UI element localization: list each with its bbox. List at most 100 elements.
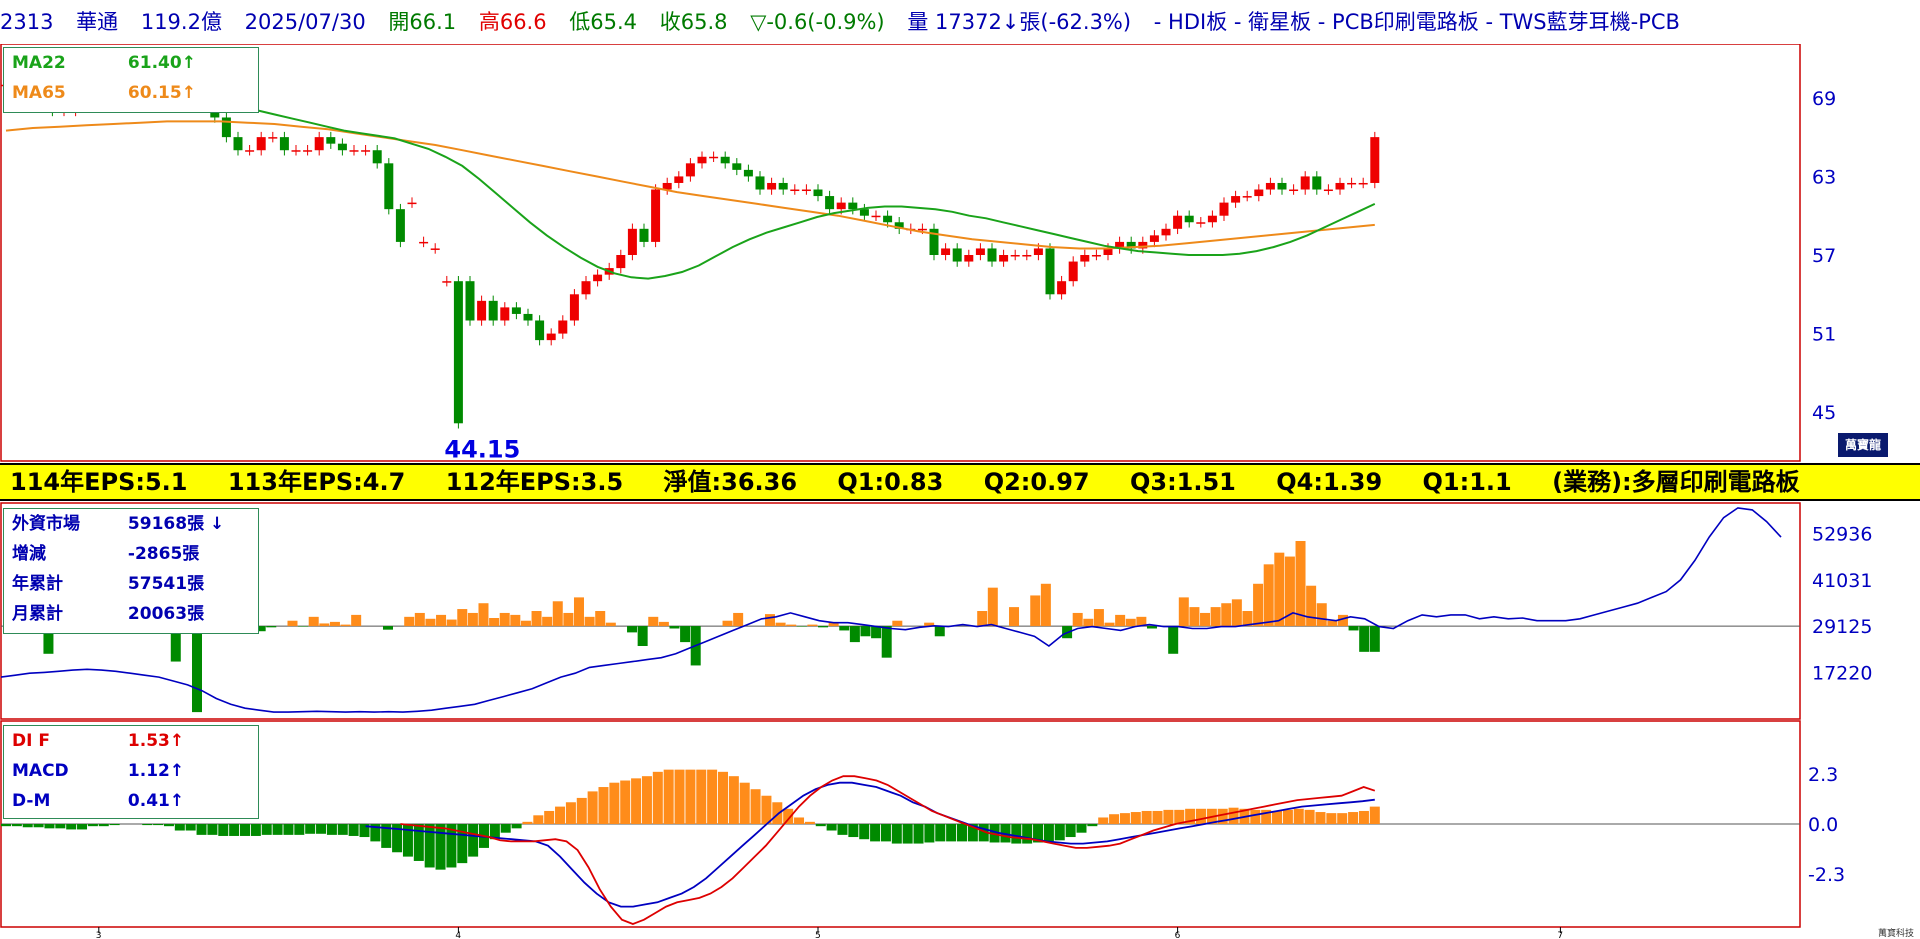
candle bbox=[593, 274, 603, 282]
macd-bar bbox=[185, 824, 196, 831]
foreign-bar bbox=[987, 587, 998, 627]
foreign-bar bbox=[1104, 622, 1115, 627]
candle bbox=[384, 163, 394, 210]
price-axis: 69 63 57 51 45 bbox=[1812, 88, 1836, 424]
foreign-market-value: 59168張 ↓ bbox=[127, 514, 225, 534]
x-axis: 3 4 5 6 7 bbox=[96, 927, 1563, 939]
foreign-bar bbox=[1178, 597, 1189, 627]
macd-bar bbox=[913, 824, 924, 844]
candle bbox=[569, 294, 579, 321]
foreign-change-label: 增減 bbox=[12, 544, 46, 564]
foreign-bar bbox=[1200, 612, 1211, 627]
macd-bar bbox=[218, 824, 229, 836]
foreign-bar bbox=[351, 614, 362, 627]
candle bbox=[952, 248, 962, 262]
foreign-bar bbox=[467, 612, 478, 627]
macd-bar bbox=[381, 824, 392, 848]
foreign-bar bbox=[1221, 603, 1232, 627]
macd-bar bbox=[533, 815, 544, 824]
macd-bar bbox=[652, 771, 663, 824]
foreign-bar bbox=[1242, 611, 1253, 627]
foreign-panel bbox=[0, 502, 1801, 720]
macd-bar bbox=[250, 824, 261, 836]
macd-bar bbox=[750, 789, 761, 824]
foreign-bar bbox=[605, 622, 616, 627]
candle bbox=[1010, 255, 1020, 257]
macd-bar bbox=[772, 802, 783, 824]
ma65-row: MA65 60.15↑ bbox=[4, 78, 258, 108]
foreign-tick-52936: 52936 bbox=[1812, 523, 1872, 545]
foreign-bar bbox=[1327, 620, 1338, 627]
candle bbox=[627, 228, 637, 255]
ma65-label: MA65 bbox=[12, 83, 66, 103]
macd-bar bbox=[1326, 813, 1337, 824]
net-value: 淨值:36.36 bbox=[663, 468, 798, 496]
macd-bar bbox=[11, 824, 22, 827]
candle bbox=[1370, 137, 1380, 183]
macd-bar bbox=[66, 824, 77, 830]
foreign-axis: 52936 41031 29125 17220 bbox=[1812, 523, 1872, 684]
candle bbox=[1335, 182, 1345, 190]
candle bbox=[1300, 176, 1310, 190]
macd-bar bbox=[44, 824, 55, 829]
macd-bar bbox=[620, 780, 631, 824]
foreign-change-value: -2865張 bbox=[127, 544, 200, 564]
macd-bar bbox=[174, 824, 185, 831]
foreign-bar bbox=[1337, 614, 1348, 627]
candle bbox=[1173, 215, 1183, 229]
foreign-bar bbox=[1231, 599, 1242, 627]
foreign-bar bbox=[478, 603, 489, 627]
foreign-bar bbox=[786, 624, 797, 627]
foreign-bar bbox=[871, 626, 882, 639]
x-tick-label: 5 bbox=[815, 931, 821, 939]
candle bbox=[256, 137, 266, 151]
macd-bar bbox=[837, 824, 848, 835]
macd-bar bbox=[1282, 809, 1293, 824]
macd-bar bbox=[1250, 809, 1261, 824]
macd-bar bbox=[1, 824, 11, 827]
macd-bar bbox=[1228, 807, 1239, 824]
foreign-bar bbox=[552, 601, 563, 627]
candle bbox=[767, 182, 777, 190]
macd-bar bbox=[1033, 824, 1044, 843]
candle bbox=[1265, 182, 1275, 190]
foreign-month-label: 月累計 bbox=[12, 604, 63, 624]
macd-bar bbox=[1163, 809, 1174, 824]
candle bbox=[941, 248, 951, 255]
foreign-tick-29125: 29125 bbox=[1812, 616, 1872, 638]
foreign-bar bbox=[839, 626, 850, 631]
foreign-bar bbox=[627, 626, 638, 633]
foreign-row-change: 增減 -2865張 bbox=[4, 539, 258, 569]
foreign-bar bbox=[542, 616, 553, 627]
foreign-bar bbox=[382, 626, 393, 630]
macd-bar bbox=[468, 824, 479, 857]
macd-bar bbox=[1119, 813, 1130, 824]
candle bbox=[929, 228, 939, 255]
macd-bar bbox=[424, 824, 435, 868]
candle bbox=[743, 169, 753, 177]
foreign-bar bbox=[637, 626, 648, 646]
foreign-tick-17220: 17220 bbox=[1812, 662, 1872, 684]
foreign-bar bbox=[733, 612, 744, 627]
foreign-bar bbox=[849, 626, 860, 643]
macd-value: 1.12↑ bbox=[127, 761, 185, 781]
macd-bar bbox=[1315, 812, 1326, 824]
foreign-bar bbox=[1274, 552, 1285, 627]
foreign-bar bbox=[255, 626, 266, 632]
close-price: 收65.8 bbox=[659, 10, 728, 34]
macd-bar bbox=[707, 769, 718, 824]
foreign-bar bbox=[892, 620, 903, 627]
candle bbox=[848, 202, 858, 210]
foreign-bar bbox=[680, 626, 691, 643]
macd-bar bbox=[587, 791, 598, 824]
macd-bar bbox=[435, 824, 446, 870]
macd-bar bbox=[142, 824, 153, 826]
price-tick-63: 63 bbox=[1812, 166, 1836, 188]
candle bbox=[1091, 255, 1101, 257]
foreign-bar bbox=[828, 622, 839, 627]
foreign-bar bbox=[191, 626, 202, 713]
foreign-month-value: 20063張 bbox=[127, 604, 205, 624]
candle bbox=[442, 281, 452, 283]
candle bbox=[755, 176, 765, 190]
candle bbox=[1080, 255, 1090, 262]
